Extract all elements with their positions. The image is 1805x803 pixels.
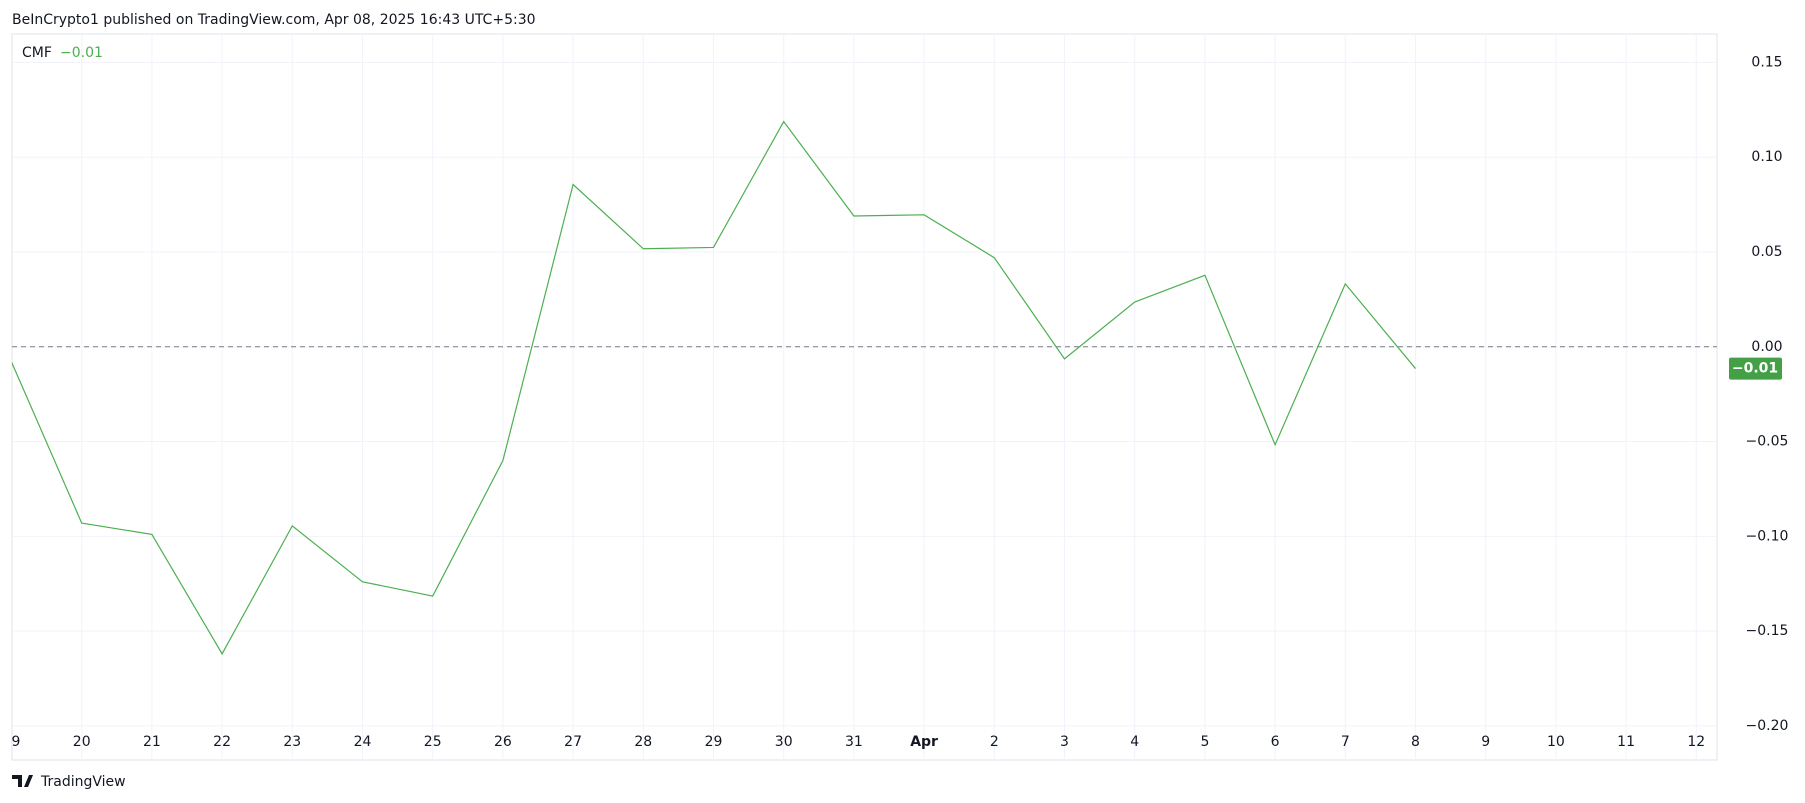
y-tick-label: 0.10 — [1751, 149, 1782, 165]
x-tick-label: 4 — [1130, 734, 1139, 750]
last-value-badge — [1729, 357, 1782, 380]
last-value-label: −0.01 — [1732, 361, 1778, 377]
x-tick-label: 12 — [1687, 734, 1705, 750]
x-tick-label: 8 — [1411, 734, 1420, 750]
y-tick-label: 0.00 — [1751, 339, 1782, 355]
x-tick-label: 2 — [990, 734, 999, 750]
x-tick-label: 7 — [1341, 734, 1350, 750]
x-tick-label: 5 — [1200, 734, 1209, 750]
x-tick-label: 31 — [845, 734, 863, 750]
legend-value: −0.01 — [60, 45, 103, 61]
x-tick-label: Apr — [910, 734, 938, 750]
x-tick-label: 10 — [1547, 734, 1565, 750]
y-tick-label: −0.05 — [1746, 434, 1789, 450]
logo — [12, 775, 33, 787]
x-tick-label: 29 — [705, 734, 723, 750]
x-tick-label: 6 — [1271, 734, 1280, 750]
x-tick-label: 9 — [1481, 734, 1490, 750]
x-tick-label: 24 — [354, 734, 372, 750]
x-tick-label: 22 — [213, 734, 231, 750]
x-tick-label: 30 — [775, 734, 793, 750]
x-tick-label: 11 — [1617, 734, 1635, 750]
x-tick-label: 26 — [494, 734, 512, 750]
x-tick-label: 23 — [283, 734, 301, 750]
plot-area: 19 20 21 22 23 24 25 26 27 28 29 30 31 Apr 2 3 4 5 6 7 8 9 10 1… — [3, 34, 1717, 760]
cmf-line — [12, 120, 1416, 656]
x-tick-label: 19 — [3, 734, 21, 750]
y-tick-label: −0.20 — [1746, 718, 1789, 734]
x-tick-label: 25 — [424, 734, 442, 750]
x-tick-label: 20 — [73, 734, 91, 750]
footer: TradingView — [40, 774, 126, 790]
y-tick-label: 0.05 — [1751, 244, 1782, 260]
y-tick-label: 0.15 — [1751, 54, 1782, 70]
y-tick-label: −0.15 — [1746, 623, 1789, 639]
header: BeInCrypto1 published on TradingView.com… — [12, 12, 536, 28]
legend-name: CMF — [22, 45, 52, 61]
x-tick-label: 28 — [634, 734, 652, 750]
x-tick-label: 3 — [1060, 734, 1069, 750]
x-tick-label: 21 — [143, 734, 161, 750]
y-tick-label: −0.10 — [1746, 528, 1789, 544]
pane-border — [11, 33, 1718, 761]
x-tick-label: 27 — [564, 734, 582, 750]
